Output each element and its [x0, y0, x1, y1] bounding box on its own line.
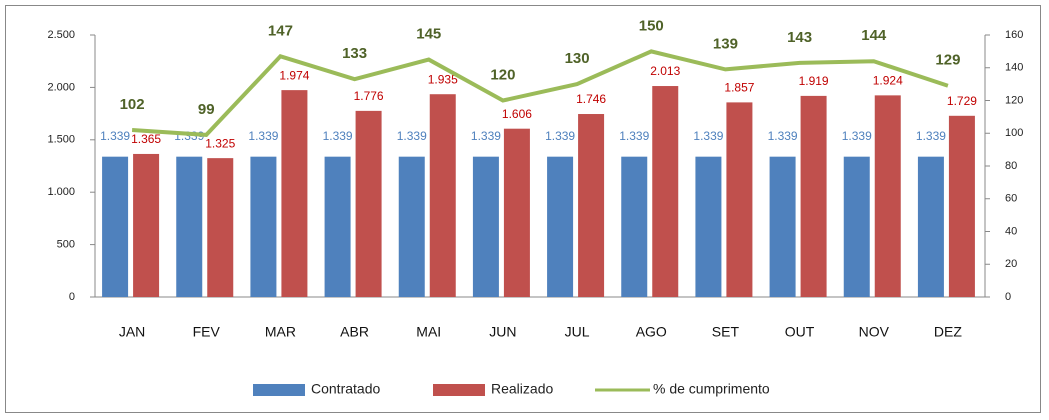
bar — [133, 153, 160, 297]
x-tick-label: ABR — [340, 324, 369, 340]
y2-tick-label: 80 — [1005, 160, 1017, 172]
y-tick-label: 1.000 — [47, 186, 75, 198]
value-label: 1.935 — [428, 72, 458, 86]
bar — [503, 128, 530, 297]
bar — [695, 156, 722, 297]
y2-tick-label: 100 — [1005, 127, 1023, 139]
value-label: 130 — [565, 50, 590, 67]
bar — [800, 95, 827, 298]
x-tick-label: MAR — [265, 324, 296, 340]
bar — [429, 94, 456, 297]
bar — [398, 156, 425, 297]
value-label: 1.606 — [502, 107, 532, 121]
value-label: 1.339 — [248, 129, 278, 143]
value-label: 1.339 — [100, 129, 130, 143]
x-tick-label: JUN — [489, 324, 516, 340]
legend-label: % de cumprimento — [653, 381, 770, 397]
value-label: 120 — [490, 66, 515, 83]
y2-tick-label: 60 — [1005, 193, 1017, 205]
x-tick-label: AGO — [636, 324, 667, 340]
value-label: 139 — [713, 35, 738, 52]
value-label: 1.919 — [799, 74, 829, 88]
x-tick-label: DEZ — [934, 324, 962, 340]
legend-swatch — [253, 384, 305, 396]
value-label: 1.325 — [205, 136, 235, 150]
value-label: 1.339 — [545, 129, 575, 143]
value-label: 1.339 — [397, 129, 427, 143]
value-label: 99 — [198, 101, 215, 118]
legend-label: Contratado — [311, 381, 380, 397]
y2-tick-label: 160 — [1005, 29, 1023, 41]
y-tick-label: 0 — [69, 291, 75, 303]
value-label: 145 — [416, 26, 441, 43]
value-label: 1.339 — [471, 129, 501, 143]
line — [131, 49, 949, 137]
value-label: 1.339 — [916, 129, 946, 143]
value-label: 1.974 — [279, 68, 309, 82]
y2-tick-label: 140 — [1005, 62, 1023, 74]
bar — [578, 114, 605, 298]
value-label: 147 — [268, 22, 293, 39]
bar — [843, 156, 870, 297]
y2-tick-label: 20 — [1005, 258, 1017, 270]
y2-tick-label: 120 — [1005, 94, 1023, 106]
value-label: 1.339 — [323, 129, 353, 143]
x-tick-label: SET — [712, 324, 740, 340]
legend-label: Realizado — [491, 381, 553, 397]
y2-tick-label: 0 — [1005, 291, 1011, 303]
bar — [207, 158, 234, 297]
bar — [652, 86, 679, 297]
bar — [324, 156, 351, 297]
value-label: 1.339 — [693, 129, 723, 143]
value-label: 102 — [120, 96, 145, 113]
bar — [281, 90, 308, 297]
bar — [874, 95, 901, 297]
value-label: 1.339 — [768, 129, 798, 143]
bar — [621, 156, 648, 297]
y2-tick-label: 40 — [1005, 225, 1017, 237]
x-tick-label: JUL — [565, 324, 590, 340]
value-label: 143 — [787, 29, 812, 46]
value-label: 1.746 — [576, 92, 606, 106]
value-label: 144 — [861, 27, 887, 44]
x-tick-label: JAN — [119, 324, 145, 340]
value-label: 1.339 — [842, 129, 872, 143]
bar — [472, 156, 499, 297]
value-label: 1.924 — [873, 74, 903, 88]
y-tick-label: 2.000 — [47, 81, 75, 93]
value-label: 1.339 — [619, 129, 649, 143]
bar — [176, 156, 203, 297]
value-label: 1.776 — [354, 89, 384, 103]
bar — [250, 156, 277, 297]
y-tick-label: 500 — [57, 239, 75, 251]
value-label: 1.365 — [131, 132, 161, 146]
y-tick-label: 1.500 — [47, 134, 75, 146]
value-label: 129 — [935, 52, 960, 69]
value-label: 2.013 — [650, 64, 680, 78]
value-label: 1.857 — [724, 81, 754, 95]
bar — [547, 156, 574, 297]
bar — [917, 156, 944, 297]
bar — [355, 110, 382, 297]
value-label: 133 — [342, 45, 367, 62]
y-tick-label: 2.500 — [47, 29, 75, 41]
x-tick-label: MAI — [416, 324, 441, 340]
legend-swatch — [433, 384, 485, 396]
bar — [769, 156, 796, 297]
x-tick-label: NOV — [859, 324, 890, 340]
bar — [948, 115, 975, 297]
x-tick-label: FEV — [193, 324, 221, 340]
x-tick-label: OUT — [785, 324, 815, 340]
bar — [102, 156, 129, 297]
value-label: 150 — [639, 17, 664, 34]
bar — [726, 102, 753, 297]
value-label: 1.729 — [947, 94, 977, 108]
